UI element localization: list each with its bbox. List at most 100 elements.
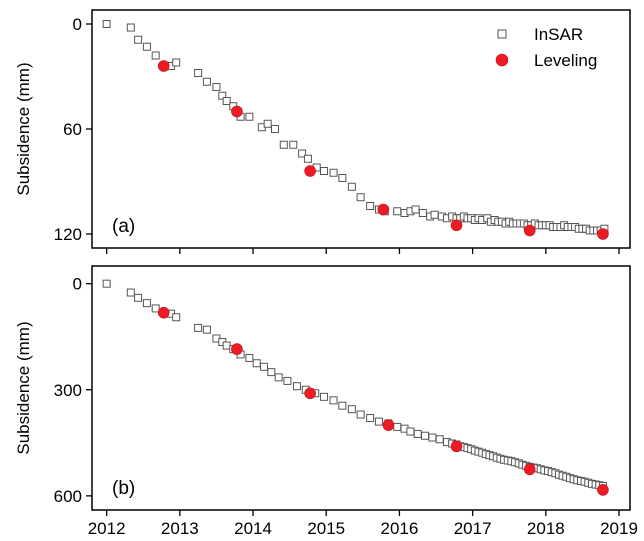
insar-point (374, 417, 383, 426)
legend-marker-insar (497, 29, 507, 39)
legend: InSAR Leveling (495, 25, 597, 70)
insar-point (338, 401, 347, 410)
insar-point (252, 359, 261, 368)
insar-point (202, 77, 211, 86)
insar-point (366, 414, 375, 423)
insar-point (102, 279, 111, 288)
insar-point (245, 112, 254, 121)
insar-point (411, 205, 420, 214)
leveling-point (450, 440, 463, 453)
series-leveling (157, 60, 609, 240)
leveling-point (523, 463, 536, 476)
insar-point (172, 313, 181, 322)
y-tick-label: 0 (73, 15, 82, 34)
insar-point (289, 140, 298, 149)
leveling-point (304, 387, 316, 400)
insar-point (260, 362, 269, 371)
leveling-point (157, 306, 170, 319)
leveling-point (597, 228, 609, 240)
plot-frame (91, 265, 631, 511)
insar-point (356, 410, 365, 419)
insar-point (292, 382, 301, 391)
x-tick-label: 2016 (381, 519, 419, 538)
insar-point (393, 207, 402, 216)
insar-point (194, 69, 203, 77)
panel-a: 0 60 120 Subsidence (mm) (a) (14, 9, 631, 254)
insar-point (222, 341, 231, 350)
insar-point (366, 202, 375, 210)
leveling-point (523, 224, 536, 237)
insar-point (102, 20, 111, 28)
insar-point (126, 23, 135, 32)
panel-label: (b) (112, 478, 135, 499)
x-tick-label: 2019 (600, 519, 638, 538)
insar-point (151, 51, 160, 60)
insar-point (142, 299, 151, 308)
insar-point (338, 174, 347, 182)
insar-point (418, 209, 427, 217)
panel-b: 0 300 600 Subsidence (mm) (b) (14, 265, 631, 516)
insar-point (320, 167, 329, 175)
x-tick-label: 2012 (88, 519, 126, 538)
insar-point (347, 182, 356, 191)
insar-point (279, 140, 288, 149)
insar-point (428, 433, 437, 442)
insar-point (430, 210, 439, 219)
y-tick-label: 60 (63, 120, 82, 139)
legend-label: Leveling (534, 51, 597, 70)
y-tick-label: 300 (54, 381, 82, 400)
leveling-point (231, 105, 243, 118)
y-axis-title: Subsidence (mm) (14, 321, 33, 454)
insar-point (406, 427, 415, 436)
insar-point (134, 293, 143, 302)
x-tick-label: 2017 (454, 519, 492, 538)
insar-point (142, 42, 151, 51)
x-tick-label: 2018 (527, 519, 565, 538)
x-tick-label: 2013 (161, 519, 199, 538)
insar-point (202, 325, 211, 334)
insar-point (421, 431, 430, 440)
insar-point (126, 288, 135, 297)
series-leveling (157, 306, 609, 496)
insar-point (194, 323, 203, 332)
insar-point (393, 422, 402, 431)
insar-point (151, 304, 160, 313)
insar-point (245, 353, 254, 362)
insar-point (303, 154, 312, 163)
insar-point (274, 373, 283, 382)
leveling-point (377, 203, 390, 216)
insar-point (283, 376, 292, 385)
legend-marker-leveling (495, 53, 509, 67)
insar-point (212, 83, 221, 91)
insar-point (320, 392, 329, 401)
insar-point (134, 35, 143, 44)
leveling-point (597, 484, 609, 496)
insar-point (267, 368, 276, 377)
insar-point (172, 58, 181, 67)
insar-point (435, 435, 444, 444)
y-tick-label: 0 (73, 275, 82, 294)
insar-point (347, 405, 356, 414)
series-insar (102, 20, 609, 235)
insar-point (218, 91, 227, 100)
y-axis-title: Subsidence (mm) (14, 62, 33, 195)
insar-point (263, 119, 272, 128)
leveling-point (450, 219, 463, 232)
x-tick-label: 2014 (234, 519, 272, 538)
leveling-point (231, 343, 243, 355)
insar-point (270, 125, 279, 133)
plot-frame (91, 9, 631, 249)
legend-label: InSAR (534, 25, 583, 44)
y-tick-label: 600 (54, 487, 82, 506)
y-tick-label: 120 (54, 225, 82, 244)
panel-label: (a) (112, 216, 135, 237)
leveling-point (304, 165, 316, 177)
leveling-point (157, 60, 170, 72)
insar-point (356, 193, 365, 202)
insar-point (329, 396, 338, 405)
insar-point (329, 168, 338, 177)
insar-point (413, 429, 422, 438)
series-insar (102, 279, 607, 490)
insar-point (222, 97, 231, 105)
